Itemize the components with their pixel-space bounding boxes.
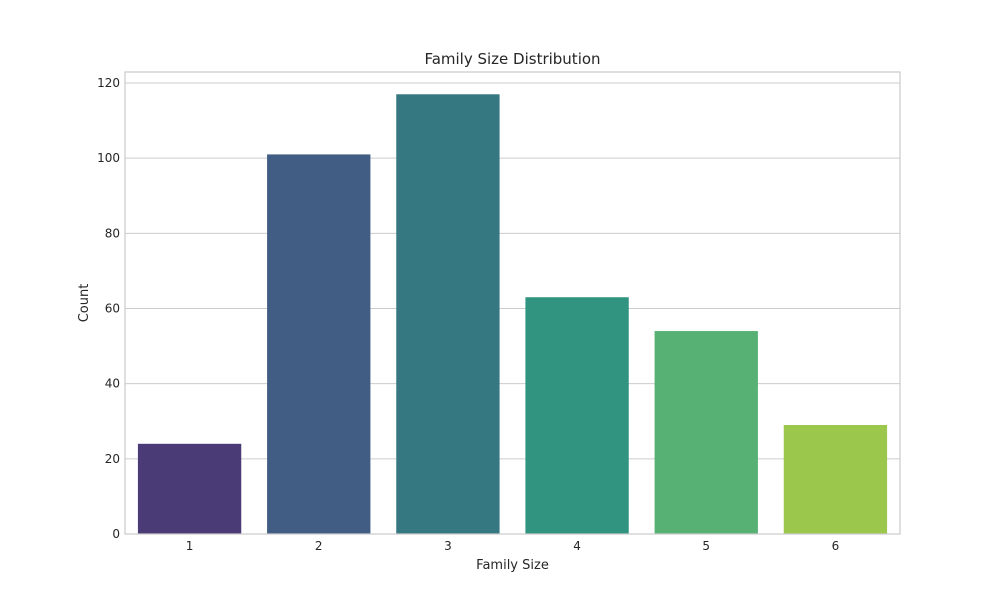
gridlines — [125, 82, 900, 535]
y-tick-label: 100 — [97, 151, 120, 165]
y-axis-ticks: 0 20 40 60 80 100 120 — [97, 76, 120, 541]
y-tick-label: 40 — [105, 377, 120, 391]
y-tick-label: 0 — [112, 527, 120, 541]
bar-family-size-5 — [654, 331, 758, 534]
x-axis-ticks: 1 2 3 4 5 6 — [186, 539, 839, 553]
x-tick-label: 4 — [573, 539, 581, 553]
y-tick-label: 120 — [97, 76, 120, 90]
bars — [137, 94, 888, 535]
y-tick-label: 20 — [105, 452, 120, 466]
plot-frame — [124, 71, 901, 535]
bar-family-size-1 — [137, 443, 242, 534]
x-tick-label: 2 — [315, 539, 323, 553]
x-tick-label: 3 — [444, 539, 452, 553]
chart-title: Family Size Distribution — [424, 50, 600, 68]
bar-family-size-4 — [525, 297, 629, 534]
bar-family-size-2 — [267, 154, 371, 535]
bar-family-size-6 — [783, 425, 888, 534]
x-tick-label: 5 — [702, 539, 710, 553]
y-axis-label: Count — [77, 284, 92, 323]
x-axis-label: Family Size — [476, 558, 549, 573]
y-tick-label: 80 — [105, 226, 120, 240]
x-tick-label: 1 — [186, 539, 194, 553]
y-tick-label: 60 — [105, 302, 120, 316]
x-tick-label: 6 — [832, 539, 840, 553]
bar-family-size-3 — [396, 94, 500, 535]
